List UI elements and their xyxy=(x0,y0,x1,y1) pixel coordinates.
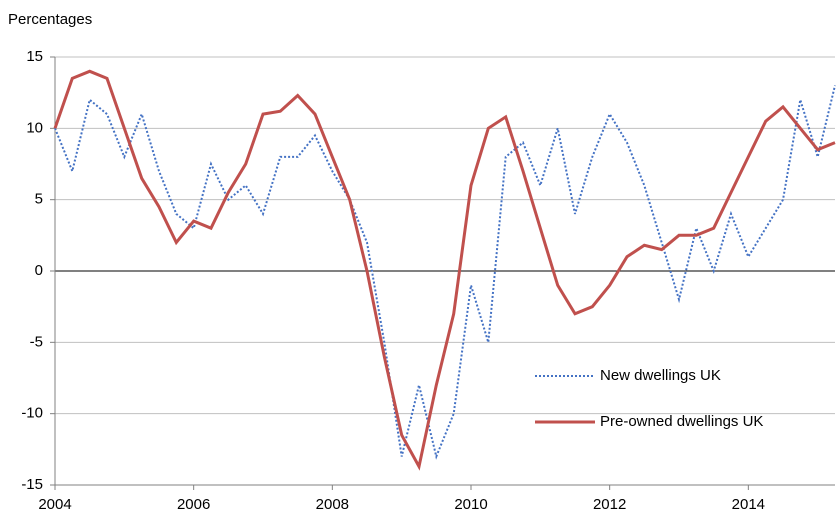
x-tick-label: 2004 xyxy=(38,496,71,513)
y-axis-label: Percentages xyxy=(8,11,92,28)
y-tick-label: 10 xyxy=(26,119,43,136)
y-tick-label: 15 xyxy=(26,48,43,65)
y-tick-label: 5 xyxy=(35,191,43,208)
x-tick-label: 2012 xyxy=(593,496,626,513)
x-tick-label: 2010 xyxy=(454,496,487,513)
x-tick-label: 2014 xyxy=(732,496,765,513)
y-tick-label: -5 xyxy=(30,333,43,350)
x-tick-label: 2008 xyxy=(316,496,349,513)
line-series xyxy=(53,69,836,471)
legend-label: New dwellings UK xyxy=(600,367,721,384)
legend-label: Pre-owned dwellings UK xyxy=(600,413,763,430)
y-tick-label: -15 xyxy=(21,476,43,493)
y-tick-label: 0 xyxy=(35,262,43,279)
x-tick-label: 2006 xyxy=(177,496,210,513)
y-tick-label: -10 xyxy=(21,405,43,422)
